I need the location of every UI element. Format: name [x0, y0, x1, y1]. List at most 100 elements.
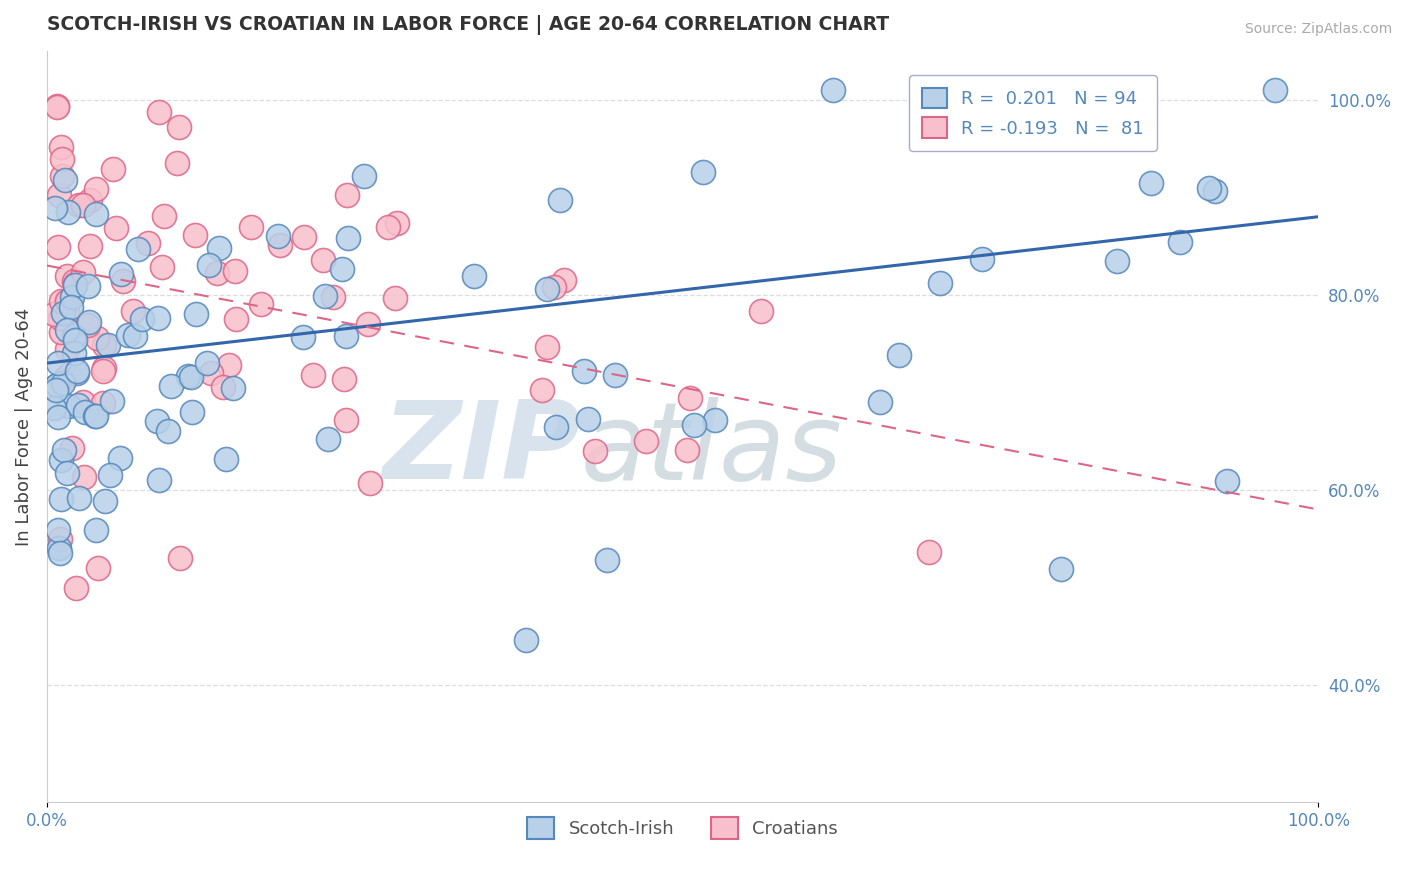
- Point: [63, 277, 86, 291]
- Point: [62, 346, 84, 360]
- Point: [917, 545, 939, 559]
- Point: [215, 452, 238, 467]
- Point: [49, 492, 72, 507]
- Point: [180, 369, 202, 384]
- Point: [136, 235, 159, 250]
- Point: [46, 377, 69, 392]
- Point: [240, 219, 263, 234]
- Point: [77, 315, 100, 329]
- Point: [156, 424, 179, 438]
- Point: [330, 262, 353, 277]
- Point: [112, 274, 135, 288]
- Point: [93, 361, 115, 376]
- Point: [124, 329, 146, 343]
- Point: [177, 369, 200, 384]
- Point: [596, 553, 619, 567]
- Point: [94, 493, 117, 508]
- Point: [322, 290, 344, 304]
- Point: [84, 409, 107, 424]
- Point: [212, 380, 235, 394]
- Point: [75, 405, 97, 419]
- Point: [676, 442, 699, 457]
- Point: [572, 363, 595, 377]
- Point: [576, 412, 599, 426]
- Point: [821, 83, 844, 97]
- Point: [195, 356, 218, 370]
- Point: [150, 260, 173, 274]
- Point: [55, 293, 77, 308]
- Point: [887, 348, 910, 362]
- Point: [682, 418, 704, 433]
- Point: [1204, 184, 1226, 198]
- Point: [267, 228, 290, 243]
- Text: SCOTCH-IRISH VS CROATIAN IN LABOR FORCE | AGE 20-64 CORRELATION CHART: SCOTCH-IRISH VS CROATIAN IN LABOR FORCE …: [46, 15, 889, 35]
- Point: [84, 207, 107, 221]
- Point: [583, 444, 606, 458]
- Point: [76, 318, 98, 332]
- Point: [48, 187, 70, 202]
- Point: [67, 491, 90, 506]
- Point: [49, 325, 72, 339]
- Point: [60, 290, 83, 304]
- Point: [1050, 562, 1073, 576]
- Point: [49, 453, 72, 467]
- Point: [312, 253, 335, 268]
- Point: [66, 364, 89, 378]
- Point: [200, 366, 222, 380]
- Point: [291, 330, 314, 344]
- Point: [84, 182, 107, 196]
- Point: [101, 393, 124, 408]
- Point: [536, 281, 558, 295]
- Point: [62, 274, 84, 288]
- Point: [515, 632, 537, 647]
- Point: [928, 277, 950, 291]
- Point: [93, 364, 115, 378]
- Point: [553, 273, 575, 287]
- Point: [180, 405, 202, 419]
- Point: [316, 432, 339, 446]
- Point: [45, 384, 67, 398]
- Point: [55, 342, 77, 356]
- Point: [79, 194, 101, 208]
- Point: [110, 268, 132, 282]
- Point: [46, 377, 69, 392]
- Point: [1168, 235, 1191, 250]
- Point: [122, 303, 145, 318]
- Point: [86, 561, 108, 575]
- Point: [46, 356, 69, 370]
- Point: [63, 333, 86, 347]
- Point: [56, 466, 79, 480]
- Point: [104, 221, 127, 235]
- Point: [169, 551, 191, 566]
- Point: [314, 289, 336, 303]
- Point: [49, 293, 72, 308]
- Point: [65, 581, 87, 595]
- Point: [44, 201, 66, 215]
- Point: [46, 523, 69, 537]
- Point: [48, 532, 70, 546]
- Point: [333, 372, 356, 386]
- Point: [1216, 475, 1239, 489]
- Point: [76, 279, 98, 293]
- Point: [79, 238, 101, 252]
- Point: [72, 470, 94, 484]
- Point: [301, 368, 323, 382]
- Point: [972, 252, 994, 267]
- Point: [269, 238, 291, 252]
- Point: [463, 269, 485, 284]
- Point: [58, 368, 80, 382]
- Point: [93, 338, 115, 352]
- Point: [45, 100, 67, 114]
- Point: [184, 307, 207, 321]
- Point: [49, 310, 72, 325]
- Point: [1264, 83, 1286, 97]
- Point: [148, 310, 170, 325]
- Point: [530, 383, 553, 397]
- Point: [53, 442, 76, 457]
- Point: [749, 303, 772, 318]
- Point: [148, 473, 170, 487]
- Point: [67, 198, 90, 212]
- Point: [543, 279, 565, 293]
- Point: [44, 307, 66, 321]
- Point: [1140, 176, 1163, 190]
